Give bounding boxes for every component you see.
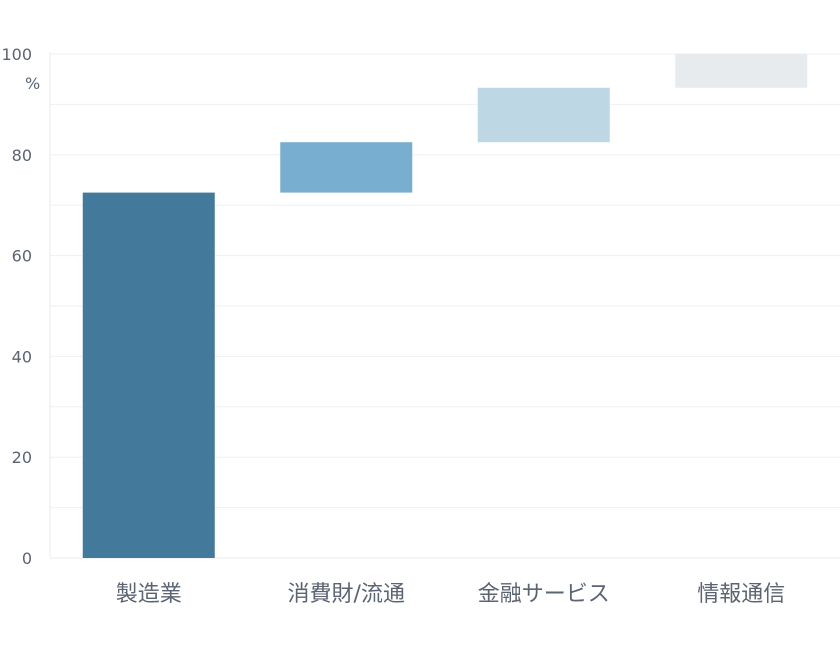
y-axis-unit-label: % — [25, 74, 40, 93]
bars — [82, 54, 808, 558]
y-tick-label: 80 — [12, 146, 32, 165]
bar — [82, 192, 215, 558]
y-tick-label: 40 — [12, 347, 32, 366]
y-tick-label: 100 — [1, 45, 32, 64]
y-tick-label: 20 — [12, 448, 32, 467]
bar — [477, 87, 610, 143]
y-tick-label: 0 — [22, 549, 32, 568]
y-axis-ticks: 0 20 40 60 80 100 — [1, 45, 32, 568]
bar — [675, 54, 808, 88]
x-axis-labels: 製造業 消費財/流通 金融サービス 情報通信 — [116, 582, 786, 607]
x-category-label: 情報通信 — [697, 582, 785, 607]
y-tick-label: 60 — [12, 247, 32, 266]
x-category-label: 消費財/流通 — [288, 582, 405, 607]
x-category-label: 金融サービス — [478, 582, 610, 607]
bar — [280, 142, 413, 193]
x-category-label: 製造業 — [116, 582, 182, 607]
